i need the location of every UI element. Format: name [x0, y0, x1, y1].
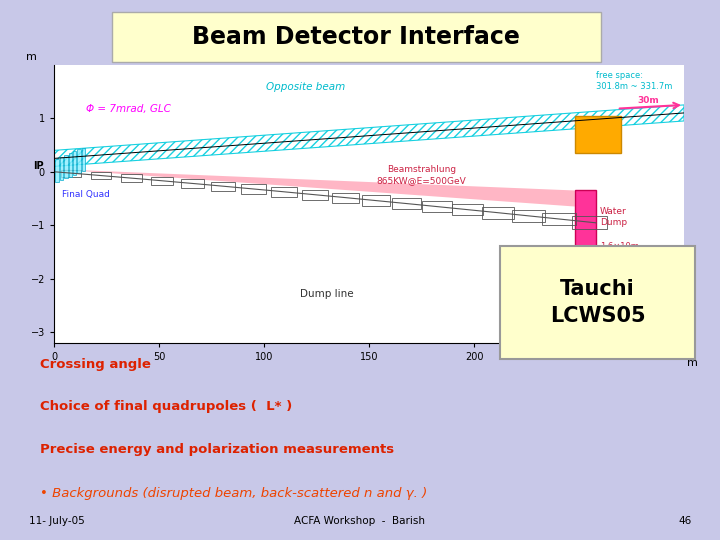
Bar	[392, 198, 421, 209]
Text: m: m	[26, 52, 37, 62]
Bar	[77, 150, 81, 173]
Bar	[572, 215, 607, 228]
Text: Choice of final quadrupoles (  L* ): Choice of final quadrupoles ( L* )	[40, 401, 292, 414]
Bar	[542, 213, 576, 225]
Bar	[73, 151, 76, 175]
Text: ACFA Workshop  -  Barish: ACFA Workshop - Barish	[294, 516, 426, 526]
Text: IP: IP	[33, 161, 44, 171]
Bar	[55, 159, 59, 182]
Text: • Backgrounds (disrupted beam, back-scattered n and γ. ): • Backgrounds (disrupted beam, back-scat…	[40, 487, 427, 500]
Text: 1.6×10m: 1.6×10m	[600, 242, 639, 251]
Text: free space:
301.8m ~ 331.7m: free space: 301.8m ~ 331.7m	[596, 71, 672, 91]
Bar	[68, 153, 72, 177]
Text: Crossing angle: Crossing angle	[40, 358, 150, 371]
Bar	[212, 182, 235, 191]
Bar	[575, 191, 596, 259]
Text: Precise energy and polarization measurements: Precise energy and polarization measurem…	[40, 443, 394, 456]
Bar	[512, 210, 545, 222]
Bar	[181, 179, 204, 188]
Text: Dump line: Dump line	[300, 289, 354, 300]
Bar	[151, 177, 174, 185]
Text: m: m	[687, 358, 698, 368]
Text: Tauchi
LCWS05: Tauchi LCWS05	[550, 279, 645, 326]
Bar	[91, 172, 112, 179]
Bar	[361, 195, 390, 206]
Polygon shape	[54, 169, 575, 206]
Bar	[82, 147, 85, 171]
Bar	[482, 207, 514, 219]
Text: 46: 46	[678, 516, 691, 526]
Bar	[575, 116, 621, 153]
Bar	[302, 190, 328, 200]
Bar	[332, 193, 359, 202]
Bar	[271, 187, 297, 197]
Bar	[422, 201, 452, 212]
Text: Final Quad: Final Quad	[63, 191, 110, 199]
Text: Beamstrahlung
865KW@E=500GeV: Beamstrahlung 865KW@E=500GeV	[377, 165, 467, 186]
Bar	[61, 170, 81, 177]
FancyBboxPatch shape	[500, 246, 695, 359]
Bar	[121, 174, 143, 182]
Text: 30m: 30m	[638, 96, 660, 105]
Bar	[60, 157, 63, 180]
Bar	[64, 155, 68, 179]
Text: Beam Detector Interface: Beam Detector Interface	[192, 25, 521, 49]
FancyBboxPatch shape	[112, 12, 601, 62]
Bar	[241, 185, 266, 193]
Text: 11- July-05: 11- July-05	[29, 516, 84, 526]
Text: Water
Dump: Water Dump	[600, 207, 627, 227]
Text: Φ = 7mrad, GLC: Φ = 7mrad, GLC	[86, 104, 171, 114]
Text: Opposite beam: Opposite beam	[266, 83, 346, 92]
Bar	[452, 204, 483, 215]
